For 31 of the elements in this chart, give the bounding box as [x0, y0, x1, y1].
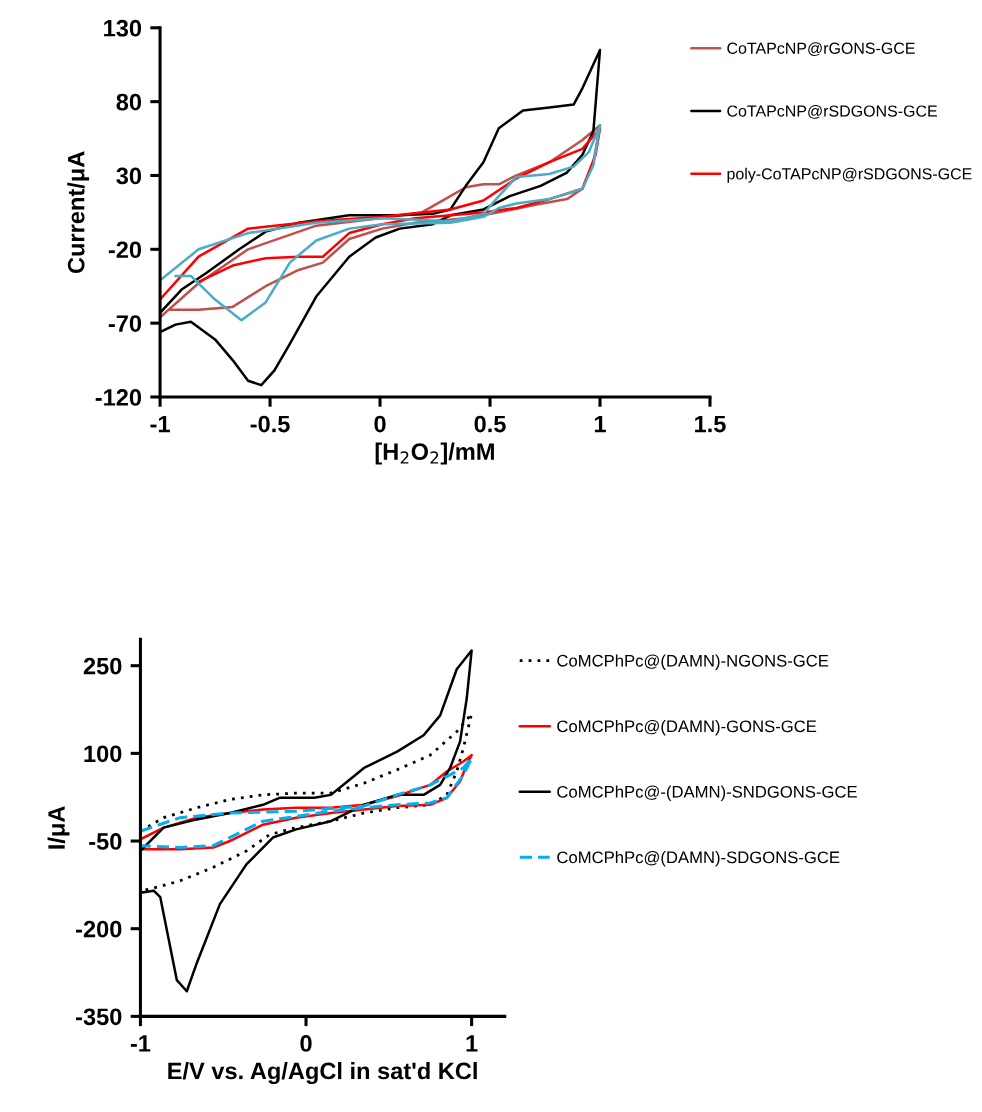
legend-label: CoMCPhPc@(DAMN)-NGONS-GCE [557, 654, 829, 670]
legend-label: CoMCPhPc@-(DAMN)-SNDGONS-GCE [557, 785, 857, 801]
legend-label: poly-CoTAPcNP@rSDGONS-GCE [727, 167, 972, 183]
x-tick-label: 0 [374, 415, 386, 433]
y-tick-label: -120 [95, 389, 142, 406]
legend-label: CoTAPcNP@rSDGONS-GCE [727, 104, 937, 119]
y-tick-label: -200 [76, 920, 122, 938]
x-tick-label: 1.5 [695, 415, 726, 433]
x-tick-label: -1 [130, 1035, 151, 1052]
x-axis-title: E/V vs. Ag/AgCl in sat'd KCl [168, 1061, 477, 1085]
y-tick-label: 30 [116, 167, 142, 185]
legend-label: CoMCPhPc@(DAMN)-SDGONS-GCE [557, 851, 840, 867]
y-tick-label: 100 [84, 745, 122, 763]
y-tick-label: 80 [116, 93, 142, 111]
y-tick-label: -50 [89, 833, 122, 850]
x-tick-label: 1 [594, 415, 606, 433]
x-tick-label: -1 [150, 415, 170, 433]
y-tick-label: 130 [104, 19, 142, 37]
y-tick-label: -70 [108, 315, 142, 332]
y-tick-label: -20 [108, 241, 142, 259]
y-tick-label: -350 [76, 1008, 122, 1026]
x-tick-label: 0 [300, 1035, 312, 1052]
y-axis-title: Current/μA [67, 151, 90, 274]
x-axis-title: [H$_{2}$O$_{2}$]/mM [375, 442, 494, 465]
legend-label: CoMCPhPc@(DAMN)-GONS-GCE [557, 719, 817, 736]
y-tick-label: 250 [83, 657, 122, 675]
x-tick-label: 1 [466, 1035, 478, 1052]
legend-label: CoTAPcNP@rGONS-GCE [727, 42, 915, 56]
x-tick-label: 0.5 [474, 415, 506, 433]
x-tick-label: -0.5 [250, 415, 290, 433]
y-axis-title: I/μA [47, 806, 70, 849]
